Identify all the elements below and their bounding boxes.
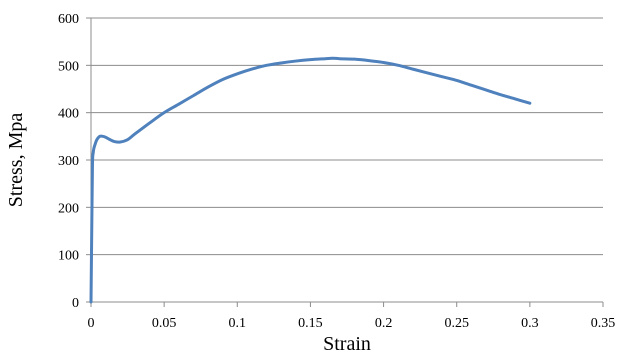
x-tick-labels: 0 0.05 0.1 0.15 0.2 0.25 0.3 0.35 [88,316,616,331]
x-tick-label: 0.2 [375,316,393,331]
y-tick-label: 400 [58,107,79,122]
y-tick-labels: 0 100 200 300 400 500 600 [58,12,79,311]
stress-strain-line [89,56,532,304]
x-tick-label: 0.1 [229,316,247,331]
y-tick-label: 0 [72,296,79,311]
y-axis-title: Stress, Mpa [5,113,27,208]
y-tick-label: 500 [58,59,79,74]
x-tick-label: 0.05 [152,316,177,331]
y-tick-label: 100 [58,249,79,264]
y-tick-label: 200 [58,201,79,216]
x-tick-label: 0.25 [444,316,469,331]
x-tick-label: 0.15 [298,316,323,331]
gridlines [91,17,603,256]
x-tick-label: 0.35 [591,316,616,331]
y-tick-label: 600 [58,12,79,27]
x-tick-label: 0 [88,316,95,331]
axes [86,17,604,307]
series-layer [89,56,532,304]
x-axis-title: Strain [323,333,371,355]
x-tick-label: 0.3 [521,316,539,331]
y-tick-label: 300 [58,154,79,169]
